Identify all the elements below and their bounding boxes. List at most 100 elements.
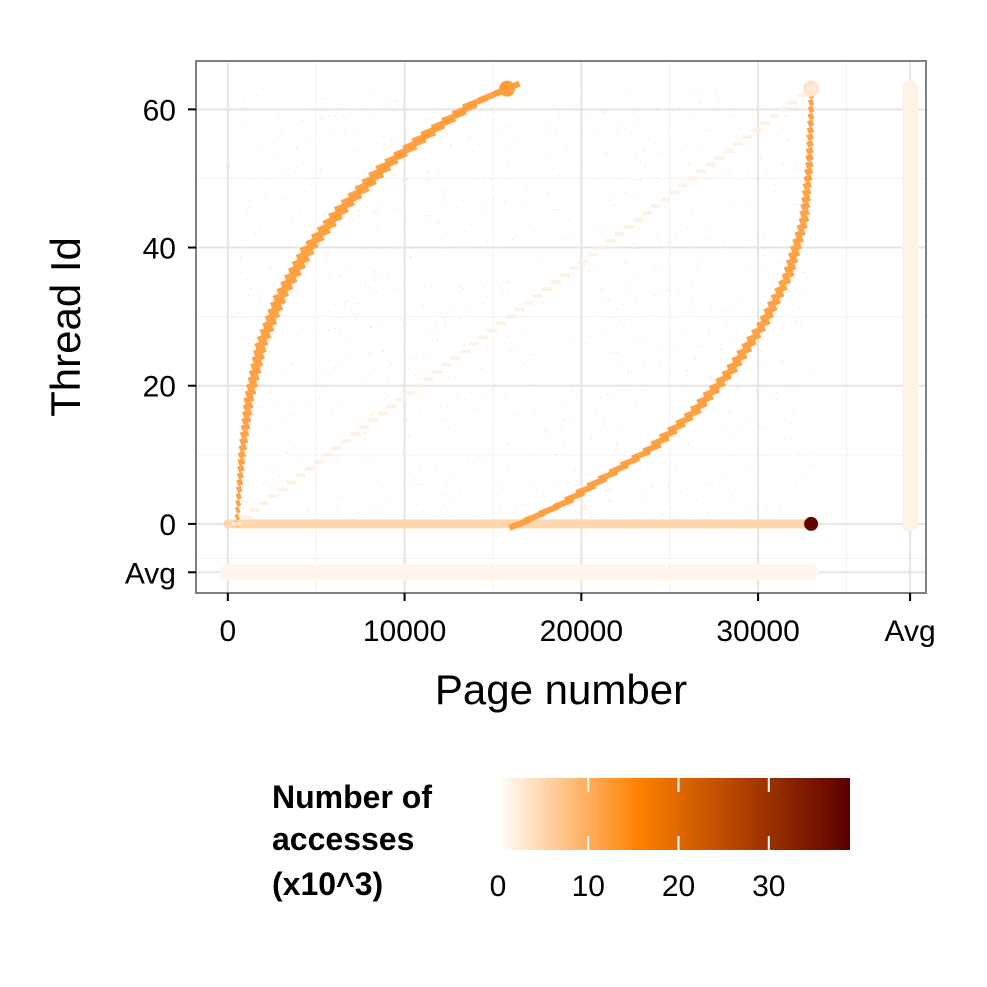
noise-point bbox=[347, 195, 349, 197]
noise-point bbox=[415, 357, 417, 359]
noise-point bbox=[614, 274, 616, 276]
noise-point bbox=[745, 242, 747, 245]
noise-point bbox=[447, 413, 449, 415]
noise-point bbox=[266, 106, 268, 108]
noise-point bbox=[355, 149, 357, 151]
noise-point bbox=[268, 389, 271, 392]
noise-point bbox=[303, 328, 305, 330]
noise-point bbox=[647, 217, 649, 219]
noise-point bbox=[635, 154, 638, 156]
noise-point bbox=[687, 227, 689, 229]
noise-point bbox=[377, 322, 379, 325]
noise-point bbox=[753, 472, 756, 474]
noise-point bbox=[451, 160, 454, 162]
noise-point bbox=[790, 121, 793, 123]
noise-point bbox=[365, 107, 367, 109]
noise-point bbox=[310, 433, 312, 436]
noise-point bbox=[758, 312, 760, 314]
noise-point bbox=[593, 137, 595, 139]
noise-point bbox=[294, 414, 296, 416]
arc-point bbox=[276, 283, 294, 295]
noise-point bbox=[697, 518, 699, 520]
noise-point bbox=[440, 418, 443, 420]
noise-point bbox=[689, 101, 691, 104]
noise-point bbox=[463, 330, 465, 332]
noise-point bbox=[664, 482, 666, 485]
noise-point bbox=[255, 324, 257, 327]
noise-point bbox=[638, 228, 641, 230]
noise-point bbox=[288, 191, 290, 193]
noise-point bbox=[305, 178, 307, 180]
diagonal-point bbox=[678, 183, 689, 188]
noise-point bbox=[482, 368, 484, 370]
noise-point bbox=[531, 209, 533, 212]
noise-point bbox=[621, 223, 624, 225]
arc-point bbox=[236, 478, 244, 487]
noise-point bbox=[429, 219, 431, 221]
noise-point bbox=[430, 210, 432, 213]
noise-point bbox=[631, 365, 633, 367]
noise-point bbox=[419, 113, 421, 115]
noise-point bbox=[799, 296, 802, 298]
noise-point bbox=[317, 325, 319, 327]
noise-point bbox=[484, 181, 486, 183]
noise-point bbox=[394, 393, 396, 395]
noise-point bbox=[439, 168, 441, 170]
noise-point bbox=[482, 302, 485, 304]
noise-point bbox=[439, 136, 441, 138]
arc-point bbox=[790, 242, 803, 253]
noise-point bbox=[729, 516, 731, 518]
noise-point bbox=[244, 312, 246, 315]
noise-point bbox=[795, 320, 797, 322]
noise-point bbox=[789, 312, 791, 314]
noise-point bbox=[245, 460, 247, 463]
noise-point bbox=[797, 204, 799, 206]
noise-point bbox=[359, 430, 361, 432]
noise-point bbox=[306, 479, 308, 481]
noise-point bbox=[458, 397, 460, 399]
noise-point bbox=[786, 128, 788, 130]
noise-point bbox=[407, 442, 410, 444]
noise-point bbox=[230, 479, 232, 481]
noise-point bbox=[283, 501, 285, 503]
noise-point bbox=[535, 511, 537, 513]
noise-point bbox=[646, 216, 649, 218]
noise-point bbox=[577, 132, 579, 134]
noise-point bbox=[265, 208, 267, 210]
noise-point bbox=[423, 356, 425, 358]
arc-point bbox=[322, 213, 343, 227]
noise-point bbox=[566, 148, 568, 150]
noise-point bbox=[277, 274, 279, 276]
noise-point bbox=[317, 136, 319, 138]
noise-point bbox=[632, 433, 634, 435]
noise-point bbox=[373, 278, 375, 280]
noise-point bbox=[320, 106, 323, 109]
noise-point bbox=[773, 513, 776, 515]
noise-point bbox=[593, 352, 595, 354]
noise-point bbox=[478, 380, 480, 382]
arc-point bbox=[269, 297, 287, 309]
x-tick-label: 30000 bbox=[716, 615, 799, 648]
noise-point bbox=[770, 163, 772, 165]
noise-point bbox=[403, 280, 405, 282]
noise-point bbox=[442, 292, 445, 294]
noise-point bbox=[238, 175, 240, 177]
noise-point bbox=[272, 121, 274, 124]
noise-point bbox=[619, 100, 621, 102]
noise-point bbox=[246, 205, 248, 207]
noise-point bbox=[627, 501, 629, 503]
noise-point bbox=[744, 466, 746, 468]
noise-point bbox=[742, 497, 744, 499]
noise-point bbox=[264, 371, 267, 373]
noise-point bbox=[566, 443, 569, 445]
noise-point bbox=[700, 163, 702, 165]
noise-point bbox=[683, 394, 685, 397]
noise-point bbox=[669, 222, 671, 224]
noise-point bbox=[320, 451, 322, 453]
noise-point bbox=[560, 423, 562, 425]
noise-point bbox=[364, 283, 366, 285]
noise-point bbox=[805, 134, 807, 136]
noise-point bbox=[592, 265, 594, 267]
noise-point bbox=[732, 510, 735, 512]
noise-point bbox=[693, 364, 695, 366]
